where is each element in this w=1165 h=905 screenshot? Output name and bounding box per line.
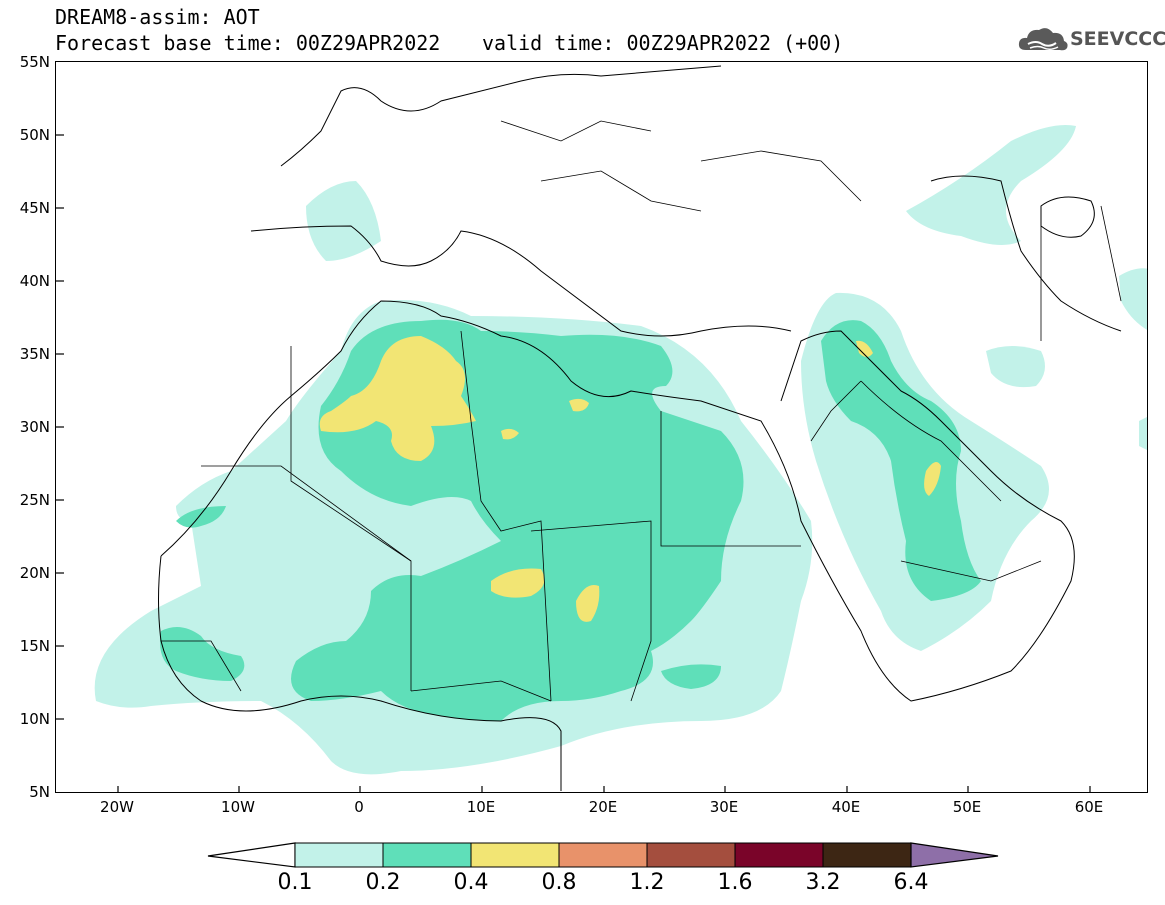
lat-tick-15n: 15N: [19, 637, 50, 655]
lon-tick-10e: 10E: [466, 798, 496, 816]
colorbar-bin-1.6-3.2: [734, 842, 824, 868]
colorbar-label-6.4: 6.4: [893, 870, 929, 895]
lat-tick-10n: 10N: [19, 710, 50, 728]
lon-tick-30e: 30E: [709, 798, 739, 816]
colorbar-bin-0.4-0.8: [470, 842, 560, 868]
country-borders: [161, 120, 1122, 702]
colorbar-label-3.2: 3.2: [805, 870, 841, 895]
lat-tick-40n: 40N: [19, 272, 50, 290]
lon-tick-50e: 50E: [952, 798, 982, 816]
colorbar-label-1.2: 1.2: [629, 870, 665, 895]
lat-tick-55n: 55N: [19, 53, 50, 71]
lat-tick-45n: 45N: [19, 199, 50, 217]
lon-tick-20e: 20E: [588, 798, 618, 816]
cloud-icon: [1018, 28, 1068, 51]
lat-tick-50n: 50N: [19, 126, 50, 144]
lat-tick-35n: 35N: [19, 345, 50, 363]
colorbar-label-0.8: 0.8: [541, 870, 577, 895]
colorbar-label-0.2: 0.2: [365, 870, 401, 895]
map-canvas: [56, 65, 1147, 792]
lat-tick-30n: 30N: [19, 418, 50, 436]
colorbar-label-0.1: 0.1: [277, 870, 313, 895]
seevccc-logo: SEEVCCC: [1016, 22, 1165, 62]
lon-tick-10w: 10W: [221, 798, 255, 816]
colorbar-bin-1.2-1.6: [646, 842, 736, 868]
lat-tick-5n: 5N: [29, 783, 50, 801]
map-title: DREAM8-assim: AOT: [55, 5, 260, 29]
logo-text: SEEVCCC: [1070, 28, 1165, 50]
lat-tick-20n: 20N: [19, 564, 50, 582]
colorbar-bin-0.8-1.2: [558, 842, 648, 868]
colorbar-bin-0.1-0.2: [294, 842, 384, 868]
aot-map: [55, 61, 1148, 793]
tick-marks: [56, 134, 1091, 792]
lon-tick-0: 0: [354, 798, 364, 816]
lon-tick-20w: 20W: [100, 798, 134, 816]
colorbar-high-arrow: [910, 842, 999, 868]
valid-time: valid time: 00Z29APR2022 (+00): [482, 31, 844, 55]
colorbar-label-0.4: 0.4: [453, 870, 489, 895]
lat-tick-25n: 25N: [19, 491, 50, 509]
aot-colorbar: [207, 842, 999, 868]
lon-tick-60e: 60E: [1074, 798, 1104, 816]
colorbar-label-1.6: 1.6: [717, 870, 753, 895]
lon-tick-40e: 40E: [831, 798, 861, 816]
colorbar-low-arrow: [207, 842, 296, 868]
aot-contour-0.4: [319, 336, 941, 622]
forecast-base-time: Forecast base time: 00Z29APR2022: [55, 31, 441, 55]
colorbar-bin-0.2-0.4: [382, 842, 472, 868]
colorbar-bin-3.2-6.4: [822, 842, 912, 868]
